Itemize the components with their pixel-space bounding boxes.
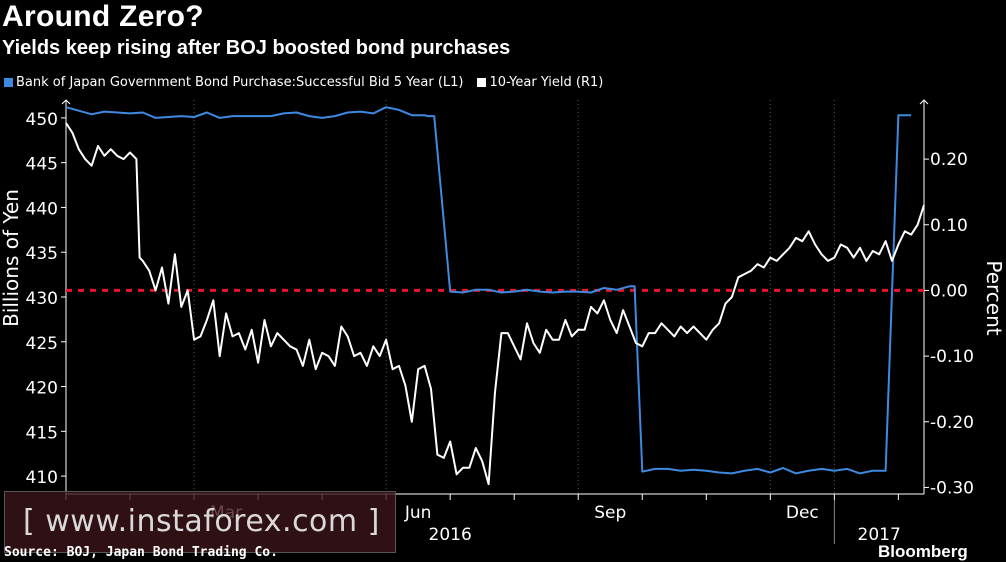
y-tick-label-left: 430	[26, 289, 58, 309]
y-tick-label-left: 435	[26, 244, 58, 264]
watermark-text: [ www.instaforex.com ]	[23, 504, 380, 539]
y-axis-label-left: Billions of Yen	[0, 189, 23, 327]
legend-item-bid: Bank of Japan Government Bond Purchase:S…	[4, 75, 463, 90]
chart-title: Around Zero?	[2, 0, 204, 33]
plot-area	[65, 106, 925, 486]
y-tick-label-left: 425	[26, 334, 58, 354]
y-tick-label-left: 410	[26, 468, 58, 488]
y-tick-label-right: 0.00	[930, 281, 968, 301]
y-tick-label-left: 440	[26, 199, 58, 219]
y-axis-left-cap	[61, 99, 71, 105]
y-tick-label-right: -0.30	[930, 478, 974, 498]
series-line-10yr-yield	[65, 122, 925, 486]
x-tick-label-month: Jun	[404, 503, 432, 523]
legend-label-yield: 10-Year Yield (R1)	[489, 75, 604, 90]
y-tick-label-left: 450	[26, 110, 58, 130]
y-tick-label-right: -0.20	[930, 413, 974, 433]
y-tick-label-right: 0.10	[930, 216, 968, 236]
brand-logo: Bloomberg	[878, 542, 968, 561]
y-tick-label-left: 445	[26, 155, 58, 175]
y-axis-right-cap	[919, 99, 929, 105]
legend-label-bid: Bank of Japan Government Bond Purchase:S…	[16, 75, 464, 90]
y-axis-label-right: Percent	[982, 260, 1006, 335]
x-tick-label-month: Dec	[786, 503, 819, 523]
x-tick-label-year: 2016	[429, 525, 472, 545]
x-tick-label-year: 2017	[858, 525, 901, 545]
y-tick-label-left: 420	[26, 379, 58, 399]
grid	[193, 100, 835, 494]
watermark: [ www.instaforex.com ]	[4, 491, 396, 553]
x-tick-label-month: Sep	[594, 503, 626, 523]
legend-swatch-blue	[4, 78, 13, 87]
y-tick-label-right: -0.10	[930, 347, 974, 367]
legend-swatch-white	[477, 78, 487, 87]
y-tick-label-left: 415	[26, 423, 58, 443]
source-note: Source: BOJ, Japan Bond Trading Co.	[4, 545, 278, 560]
axes: 450 445 440 435 430 425 420 415 410 0.20 0.10 0.00 -…	[26, 99, 974, 545]
chart-subtitle: Yields keep rising after BOJ boosted bon…	[2, 37, 511, 59]
y-tick-label-right: 0.20	[930, 150, 968, 170]
legend: Bank of Japan Government Bond Purchase:S…	[4, 75, 617, 90]
series-line-bid-5yr	[65, 106, 912, 475]
legend-item-yield: 10-Year Yield (R1)	[477, 75, 603, 90]
